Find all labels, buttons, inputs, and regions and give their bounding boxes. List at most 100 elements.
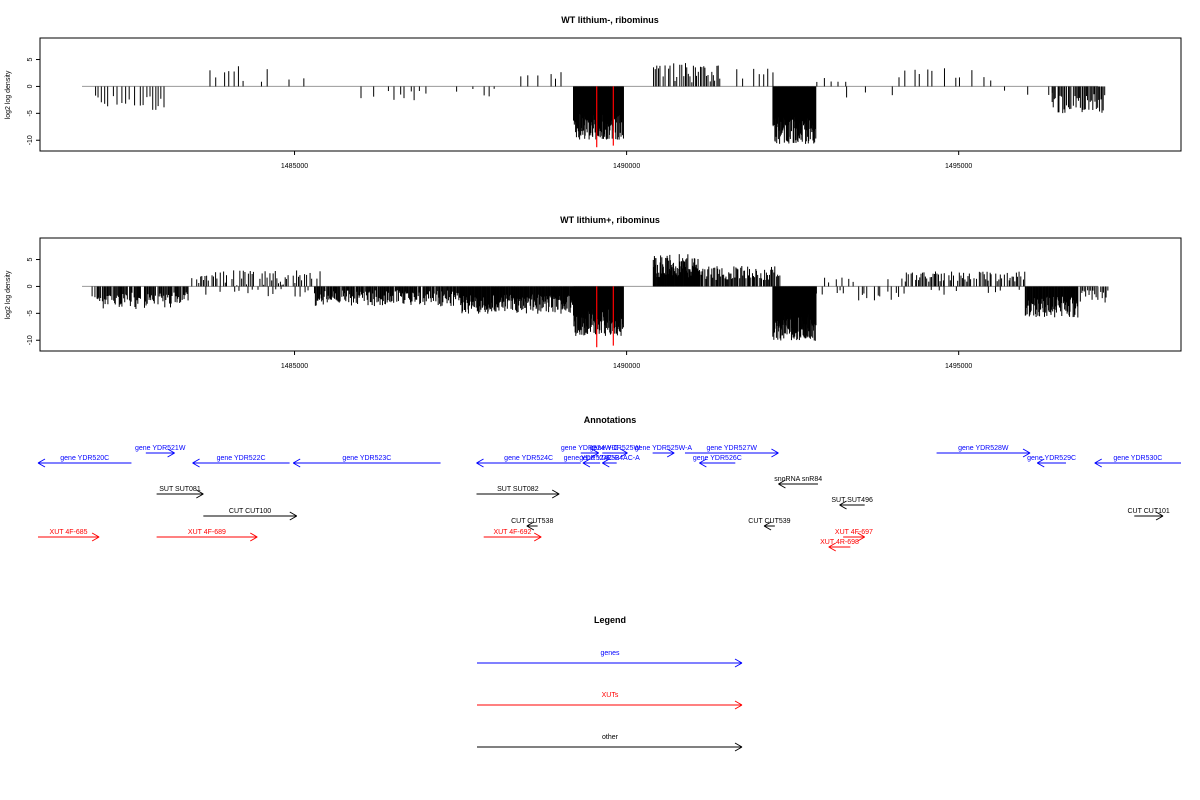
feature-arrow-head — [526, 521, 535, 527]
feature-arrow-head — [771, 452, 779, 458]
feature-genes: gene YDR524W-C — [561, 445, 619, 458]
feature-genes: gene YDR525W — [590, 445, 641, 458]
feature-label: gene YDR522C — [217, 455, 266, 462]
panel-2-frame — [39, 237, 1182, 352]
feature-genes: gene YDR522C — [192, 455, 290, 468]
feature-arrow-head — [551, 489, 560, 495]
feature-arrow-head — [476, 462, 484, 468]
feature-arrow-head — [192, 458, 200, 464]
legend-arrow-head — [734, 662, 743, 668]
panel-2-x-axis: 1485000 1490000 1495000 — [281, 351, 972, 370]
feature-other: CUT CUT100 — [203, 508, 298, 521]
feature-label: gene YDR525W — [590, 445, 641, 452]
legend-items: genes XUTs other — [477, 650, 743, 752]
feature-arrow-head — [828, 542, 837, 548]
feature-xuts: XUT 4R-698 — [820, 539, 859, 552]
feature-label: gene YDR523C — [342, 455, 391, 462]
feature-other: snoRNA snR84 — [774, 476, 822, 489]
feature-arrow-head — [839, 500, 847, 506]
y-tick-label: 0 — [27, 284, 34, 288]
legend-item-xuts: XUTs — [477, 692, 743, 710]
feature-label: gene YDR529C — [1027, 455, 1076, 462]
panel-1-bars — [82, 63, 1106, 148]
panel-1-frame — [39, 37, 1182, 152]
feature-other: CUT CUT539 — [748, 518, 791, 531]
feature-arrow-head — [196, 489, 204, 495]
feature-arrow-head — [91, 536, 100, 542]
feature-arrow-head — [526, 525, 535, 531]
y-tick-label: 0 — [27, 84, 34, 88]
feature-arrow-head — [602, 462, 610, 468]
feature-label: CUT CUT538 — [511, 518, 553, 525]
feature-arrow-head — [763, 521, 772, 527]
feature-xuts: XUT 4F-685 — [38, 529, 100, 542]
feature-arrow-head — [167, 448, 175, 454]
feature-label: gene YDR530C — [1113, 455, 1162, 462]
feature-arrow-head — [250, 536, 258, 542]
feature-arrow-head — [857, 532, 865, 538]
feature-label: gene YDR526C — [693, 455, 742, 462]
legend-arrow-head — [734, 658, 743, 664]
feature-arrow-head — [1094, 458, 1102, 464]
legend-label: genes — [600, 650, 620, 657]
feature-arrow-head — [699, 462, 707, 468]
feature-label: SUT SUT081 — [159, 486, 201, 493]
feature-arrow-head — [476, 458, 484, 464]
feature-arrow-head — [582, 458, 591, 464]
feature-label: CUT CUT539 — [748, 518, 790, 525]
feature-xuts: XUT 4F-697 — [835, 529, 873, 542]
feature-other: CUT CUT538 — [511, 518, 553, 531]
y-tick-label: -10 — [27, 135, 34, 145]
annotation-features: gene YDR520C gene YDR521W gene YDR522C gene… — [37, 445, 1181, 552]
feature-xuts: XUT 4F-692 — [483, 529, 542, 542]
feature-arrow-head — [192, 462, 200, 468]
feature-arrow-head — [699, 458, 707, 464]
legend-label: XUTs — [602, 692, 619, 699]
feature-arrow-head — [857, 536, 865, 542]
feature-arrow-head — [292, 462, 301, 468]
x-tick-label: 1485000 — [281, 363, 308, 370]
legend-item-genes: genes — [477, 650, 743, 668]
feature-arrow-head — [771, 448, 779, 454]
feature-genes: gene YDR527W — [684, 445, 779, 458]
y-tick-label: 5 — [27, 257, 34, 261]
panel-2-ylabel: log2 log density — [5, 270, 12, 319]
feature-genes: gene YDR525W-A — [635, 445, 692, 458]
feature-arrow-head — [292, 458, 301, 464]
feature-arrow-head — [533, 532, 542, 538]
feature-label: SUT SUT496 — [831, 497, 873, 504]
feature-arrow-head — [778, 483, 786, 489]
feature-label: gene YDR527W — [706, 445, 757, 452]
feature-arrow-head — [666, 448, 675, 454]
panel-1-ylabel: log2 log density — [5, 70, 12, 119]
legend-item-other: other — [477, 734, 743, 752]
y-tick-label: 5 — [27, 57, 34, 61]
feature-label: gene YDR528W — [958, 445, 1009, 452]
feature-label: gene YDR524W-C — [561, 445, 619, 452]
panel-2-title: WT lithium+, ribominus — [560, 215, 660, 225]
feature-arrow-head — [1022, 448, 1031, 454]
legend-arrow-head — [734, 704, 743, 710]
feature-genes: gene YDR530C — [1094, 455, 1181, 468]
feature-genes: gene YDR523C — [292, 455, 441, 468]
feature-label: XUT 4F-689 — [188, 529, 226, 536]
feature-arrow-head — [1155, 511, 1164, 517]
feature-arrow-head — [666, 452, 675, 458]
legend-title: Legend — [594, 615, 626, 625]
feature-genes: gene YDR521W — [135, 445, 186, 458]
panel-lithium-minus: WT lithium-, ribominus -10-505 1485000 14… — [5, 15, 1182, 170]
feature-arrow-head — [582, 462, 591, 468]
feature-label: snoRNA snR84 — [774, 476, 822, 483]
feature-arrow-head — [1155, 515, 1164, 521]
x-tick-label: 1490000 — [613, 163, 640, 170]
feature-arrow-head — [591, 452, 599, 458]
feature-arrow-head — [778, 479, 786, 485]
annotations-title: Annotations — [584, 415, 637, 425]
y-tick-label: -10 — [27, 335, 34, 345]
feature-genes: gene YDR524AC-A — [579, 455, 640, 468]
feature-genes: gene YDR524C — [476, 455, 581, 468]
feature-arrow-head — [602, 458, 610, 464]
feature-label: gene YDR521W — [135, 445, 186, 452]
